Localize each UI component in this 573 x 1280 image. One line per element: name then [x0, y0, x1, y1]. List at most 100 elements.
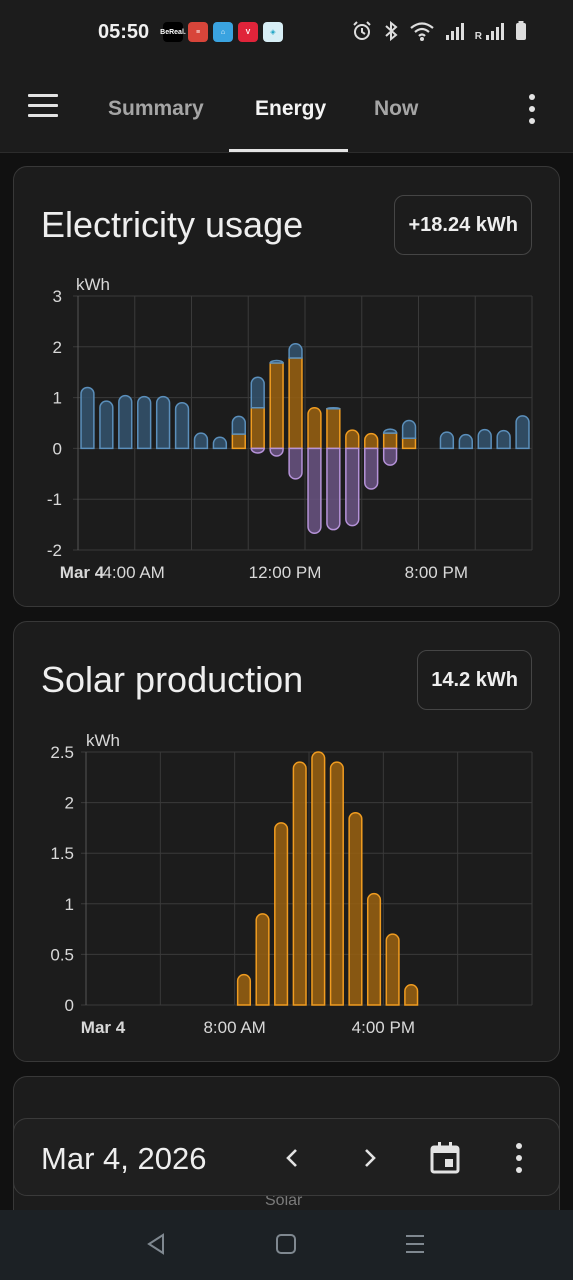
- chart-axis-label-y: kWh: [86, 731, 120, 750]
- solar-production-bar: [366, 892, 382, 1006]
- wifi-icon: [410, 22, 434, 41]
- solar-consumed-bar: [288, 357, 303, 450]
- grid-import-bar: [477, 428, 492, 450]
- chart-tick-label-y: -1: [47, 490, 62, 509]
- grid-import-bar: [458, 433, 473, 450]
- bluetooth-icon: [385, 20, 398, 42]
- card-title: Electricity usage: [41, 204, 304, 245]
- chart-axis-label-y: kWh: [76, 275, 110, 294]
- solar-production-bar: [329, 761, 344, 1006]
- solar-consumed-bar: [326, 408, 341, 450]
- grid-import-bar: [269, 359, 284, 364]
- electricity-usage-card: Electricity usage +18.24 kWh 3 2 1 0 -1 -2 kWh…: [13, 166, 560, 607]
- chevron-left-icon[interactable]: [278, 1143, 308, 1173]
- status-indicators: R: [351, 20, 527, 42]
- grid-export-bar: [307, 447, 322, 534]
- chart-tick-label-y: 2: [53, 338, 62, 357]
- chart-tick-label-x: 8:00 AM: [203, 1018, 265, 1037]
- solar-production-bar: [255, 913, 270, 1006]
- solar-production-bar: [292, 761, 307, 1006]
- hamburger-menu-icon[interactable]: [28, 94, 62, 124]
- top-app-bar: Summary Energy Now: [0, 66, 573, 153]
- date-more-vert-icon[interactable]: [514, 1143, 524, 1173]
- notification-icons: BeReal. ≡ ⌂ V ◈: [160, 22, 283, 42]
- chart-tick-label-x: 8:00 PM: [405, 563, 468, 582]
- solar-production-chart[interactable]: 2.5 2 1.5 1 0.5 0 kWh Mar 4 8:00 AM 4:00 PM: [14, 622, 561, 1063]
- chevron-right-icon[interactable]: [354, 1143, 384, 1173]
- chart-tick-label-x: Mar 4: [81, 1018, 126, 1037]
- chart-tick-label-y: 1.5: [50, 844, 74, 863]
- grid-import-bar: [137, 395, 152, 450]
- active-tab-indicator: [229, 149, 348, 152]
- solar-production-bar: [236, 973, 252, 1006]
- system-navigation-bar: [0, 1210, 573, 1280]
- solar-total-badge[interactable]: 14.2 kWh: [417, 650, 532, 710]
- chart-tick-label-y: 2: [65, 794, 74, 813]
- calendar-icon[interactable]: [429, 1141, 461, 1175]
- chart-tick-label-x: 4:00 AM: [102, 563, 164, 582]
- grid-export-bar: [382, 447, 398, 466]
- home-assistant-icon: ⌂: [213, 22, 233, 42]
- grid-import-bar: [250, 376, 265, 409]
- signal-icon: [445, 23, 464, 40]
- chart-tick-label-x: Mar 4: [60, 563, 105, 582]
- grid-import-bar: [174, 401, 190, 450]
- grid-import-bar: [231, 415, 246, 435]
- chart-tick-label-y: 0.5: [50, 945, 74, 964]
- chart-tick-label-x: 12:00 PM: [249, 563, 322, 582]
- chart-tick-label-y: 1: [53, 389, 62, 408]
- solar-production-bar: [404, 984, 419, 1006]
- chart-tick-label-y: 1: [65, 895, 74, 914]
- tab-energy[interactable]: Energy: [255, 97, 327, 120]
- solar-production-bar: [274, 822, 289, 1006]
- status-time: 05:50: [98, 21, 150, 43]
- grid-export-bar: [288, 447, 303, 480]
- card-title: Solar production: [41, 659, 304, 700]
- solar-production-bar: [348, 811, 363, 1006]
- grid-export-bar: [345, 447, 360, 527]
- grid-import-bar: [496, 429, 511, 450]
- electricity-total-badge[interactable]: +18.24 kWh: [394, 195, 532, 255]
- solar-consumed-bar: [269, 362, 284, 450]
- status-bar: 05:50 BeReal. ≡ ⌂ V ◈ R: [0, 0, 573, 66]
- more-vert-icon[interactable]: [527, 94, 537, 124]
- chart-tick-label-x: 4:00 PM: [352, 1018, 415, 1037]
- grid-export-bar: [269, 447, 284, 457]
- solar-consumed-bar: [307, 407, 322, 450]
- misc-app-icon: ◈: [263, 22, 283, 42]
- grid-import-bar: [212, 436, 228, 450]
- grid-import-bar: [382, 428, 398, 434]
- alarm-icon: [353, 21, 371, 40]
- grid-export-bar: [364, 447, 379, 490]
- electricity-usage-chart[interactable]: 3 2 1 0 -1 -2 kWh Mar 44:00 AM 12:00 PM 8:00 PM: [14, 167, 561, 608]
- grid-import-bar: [439, 431, 455, 450]
- solar-consumed-bar: [401, 437, 417, 450]
- solar-consumed-bar: [382, 432, 398, 450]
- solar-production-card: Solar production 14.2 kWh 2.5 2 1.5 1 0.5 0 kW…: [13, 621, 560, 1062]
- grid-import-bar: [401, 419, 417, 439]
- grid-import-bar: [326, 407, 341, 410]
- home-icon[interactable]: [275, 1232, 297, 1256]
- grid-import-bar: [288, 343, 303, 359]
- grid-export-bar: [250, 447, 265, 454]
- grid-export-bar: [326, 447, 341, 531]
- roaming-signal-icon: R: [475, 20, 506, 42]
- todoist-icon: ≡: [188, 22, 208, 42]
- battery-icon: [516, 21, 526, 40]
- vivaldi-icon: V: [238, 22, 258, 42]
- selected-date[interactable]: Mar 4, 2026: [41, 1141, 207, 1176]
- grid-import-bar: [118, 394, 133, 450]
- solar-production-bar: [311, 751, 326, 1006]
- solar-consumed-bar: [345, 429, 360, 450]
- chart-tick-label-y: -2: [47, 541, 62, 560]
- back-icon[interactable]: [145, 1232, 167, 1256]
- tab-now[interactable]: Now: [374, 97, 419, 120]
- date-selector-bar: Mar 4, 2026: [13, 1118, 560, 1196]
- solar-consumed-bar: [231, 433, 246, 450]
- solar-consumed-bar: [250, 407, 265, 450]
- tab-summary[interactable]: Summary: [108, 97, 204, 120]
- recents-icon[interactable]: [404, 1232, 426, 1256]
- grid-import-bar: [193, 432, 209, 450]
- chart-tick-label-y: 3: [53, 287, 62, 306]
- grid-import-bar: [155, 395, 171, 450]
